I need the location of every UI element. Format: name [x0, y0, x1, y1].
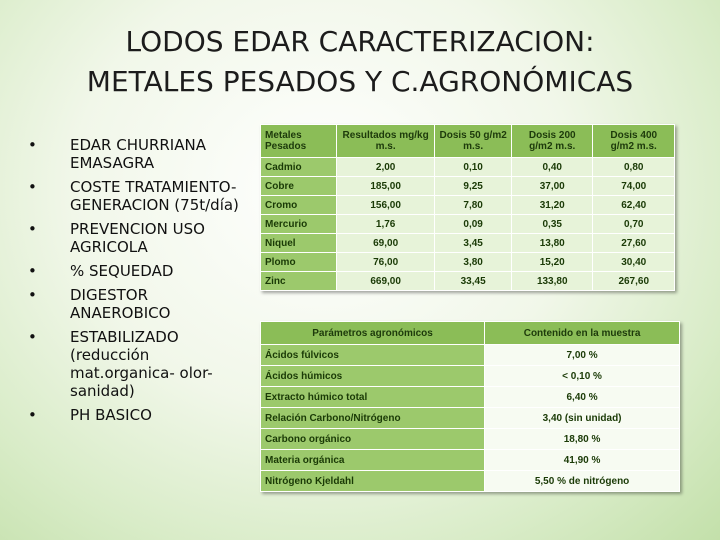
table-cell: 33,45: [434, 271, 512, 291]
parameter-value: 41,90 %: [484, 449, 680, 471]
bullet-dot-icon: •: [28, 178, 37, 196]
table-row: Niquel 69,00 3,45 13,80 27,60: [260, 233, 675, 253]
table-cell: 76,00: [335, 252, 436, 272]
table-cell: 0,80: [592, 157, 675, 177]
parameter-name: Extracto húmico total: [259, 386, 486, 408]
bullet-item: • PH BASICO: [18, 406, 250, 424]
table-cell: 0,70: [592, 214, 675, 234]
table-row: Nitrógeno Kjeldahl 5,50 % de nitrógeno: [259, 470, 680, 492]
bullet-item: • % SEQUEDAD: [18, 262, 250, 280]
parameter-name: Ácidos húmicos: [259, 365, 486, 387]
bullet-text: DIGESTOR ANAEROBICO: [70, 286, 171, 322]
table-row: Cadmio 2,00 0,10 0,40 0,80: [260, 157, 675, 177]
bullet-item: • DIGESTOR ANAEROBICO: [18, 286, 250, 322]
table-row: Relación Carbono/Nitrógeno 3,40 (sin uni…: [259, 407, 680, 429]
table-cell: 185,00: [335, 176, 436, 196]
column-header: Parámetros agronómicos: [259, 321, 486, 345]
bullet-text: EDAR CHURRIANA EMASAGRA: [70, 136, 206, 172]
column-header: Resultados mg/kg m.s.: [335, 124, 436, 158]
bullet-dot-icon: •: [28, 286, 37, 304]
title-line-2: METALES PESADOS Y C.AGRONÓMICAS: [86, 65, 634, 98]
column-header: Dosis 200 g/m2 m.s.: [510, 124, 594, 158]
agronomic-parameters-table: Parámetros agronómicos Contenido en la m…: [259, 321, 680, 492]
table-cell: 27,60: [592, 233, 675, 253]
bullet-text: % SEQUEDAD: [70, 262, 174, 280]
table-cell: 1,76: [335, 214, 436, 234]
table-row: Cromo 156,00 7,80 31,20 62,40: [260, 195, 675, 215]
table-cell: 30,40: [592, 252, 675, 272]
parameter-name: Relación Carbono/Nitrógeno: [259, 407, 486, 429]
table-cell: 37,00: [510, 176, 594, 196]
table-cell: 69,00: [335, 233, 436, 253]
table-cell: 3,80: [434, 252, 512, 272]
table-cell: 0,40: [510, 157, 594, 177]
parameter-value: 5,50 % de nitrógeno: [484, 470, 680, 492]
table-cell: 7,80: [434, 195, 512, 215]
table-cell: 0,09: [434, 214, 512, 234]
slide-title: LODOS EDAR CARACTERIZACION: METALES PESA…: [0, 22, 720, 102]
parameter-name: Materia orgánica: [259, 449, 486, 471]
table-row: Mercurio 1,76 0,09 0,35 0,70: [260, 214, 675, 234]
table-cell: 13,80: [510, 233, 594, 253]
table-row: Zinc 669,00 33,45 133,80 267,60: [260, 271, 675, 291]
column-header: Dosis 50 g/m2 m.s.: [434, 124, 512, 158]
heavy-metals-table: Metales Pesados Resultados mg/kg m.s. Do…: [260, 124, 675, 291]
bullet-text: COSTE TRATAMIENTO-GENERACION (75t/día): [70, 178, 239, 214]
bullet-list: • EDAR CHURRIANA EMASAGRA • COSTE TRATAMIE…: [18, 136, 250, 430]
table-cell: 74,00: [592, 176, 675, 196]
bullet-item: • PREVENCION USO AGRICOLA: [18, 220, 250, 256]
table-header-row: Parámetros agronómicos Contenido en la m…: [259, 321, 680, 345]
table-cell: 156,00: [335, 195, 436, 215]
bullet-item: • COSTE TRATAMIENTO-GENERACION (75t/día): [18, 178, 250, 214]
metal-name: Mercurio: [260, 214, 337, 234]
metal-name: Niquel: [260, 233, 337, 253]
bullet-dot-icon: •: [28, 328, 37, 346]
table-cell: 62,40: [592, 195, 675, 215]
bullet-text: ESTABILIZADO (reducción mat.organica- ol…: [70, 328, 213, 400]
table-cell: 0,35: [510, 214, 594, 234]
metal-name: Cobre: [260, 176, 337, 196]
table-cell: 3,45: [434, 233, 512, 253]
metal-name: Zinc: [260, 271, 337, 291]
metal-name: Cadmio: [260, 157, 337, 177]
table-row: Materia orgánica 41,90 %: [259, 449, 680, 471]
table-row: Plomo 76,00 3,80 15,20 30,40: [260, 252, 675, 272]
table-cell: 669,00: [335, 271, 436, 291]
bullet-dot-icon: •: [28, 136, 37, 154]
table-cell: 267,60: [592, 271, 675, 291]
table-cell: 31,20: [510, 195, 594, 215]
column-header: Metales Pesados: [260, 124, 337, 158]
parameter-value: 3,40 (sin unidad): [484, 407, 680, 429]
parameter-name: Ácidos fúlvicos: [259, 344, 486, 366]
parameter-value: 7,00 %: [484, 344, 680, 366]
parameter-name: Nitrógeno Kjeldahl: [259, 470, 486, 492]
table-row: Ácidos húmicos < 0,10 %: [259, 365, 680, 387]
parameter-name: Carbono orgánico: [259, 428, 486, 450]
table-cell: 2,00: [335, 157, 436, 177]
table-cell: 15,20: [510, 252, 594, 272]
bullet-item: • EDAR CHURRIANA EMASAGRA: [18, 136, 250, 172]
bullet-item: • ESTABILIZADO (reducción mat.organica- o…: [18, 328, 250, 400]
bullet-text: PH BASICO: [70, 406, 152, 424]
parameter-value: 18,80 %: [484, 428, 680, 450]
table-row: Extracto húmico total 6,40 %: [259, 386, 680, 408]
column-header: Contenido en la muestra: [484, 321, 680, 345]
bullet-text: PREVENCION USO AGRICOLA: [70, 220, 205, 256]
column-header: Dosis 400 g/m2 m.s.: [592, 124, 675, 158]
metal-name: Cromo: [260, 195, 337, 215]
metal-name: Plomo: [260, 252, 337, 272]
table-row: Ácidos fúlvicos 7,00 %: [259, 344, 680, 366]
table-cell: 0,10: [434, 157, 512, 177]
table-header-row: Metales Pesados Resultados mg/kg m.s. Do…: [260, 124, 675, 158]
bullet-dot-icon: •: [28, 262, 37, 280]
table-row: Cobre 185,00 9,25 37,00 74,00: [260, 176, 675, 196]
parameter-value: 6,40 %: [484, 386, 680, 408]
title-line-1: LODOS EDAR CARACTERIZACION:: [125, 25, 595, 58]
parameter-value: < 0,10 %: [484, 365, 680, 387]
bullet-dot-icon: •: [28, 406, 37, 424]
bullet-dot-icon: •: [28, 220, 37, 238]
table-cell: 133,80: [510, 271, 594, 291]
table-row: Carbono orgánico 18,80 %: [259, 428, 680, 450]
table-cell: 9,25: [434, 176, 512, 196]
